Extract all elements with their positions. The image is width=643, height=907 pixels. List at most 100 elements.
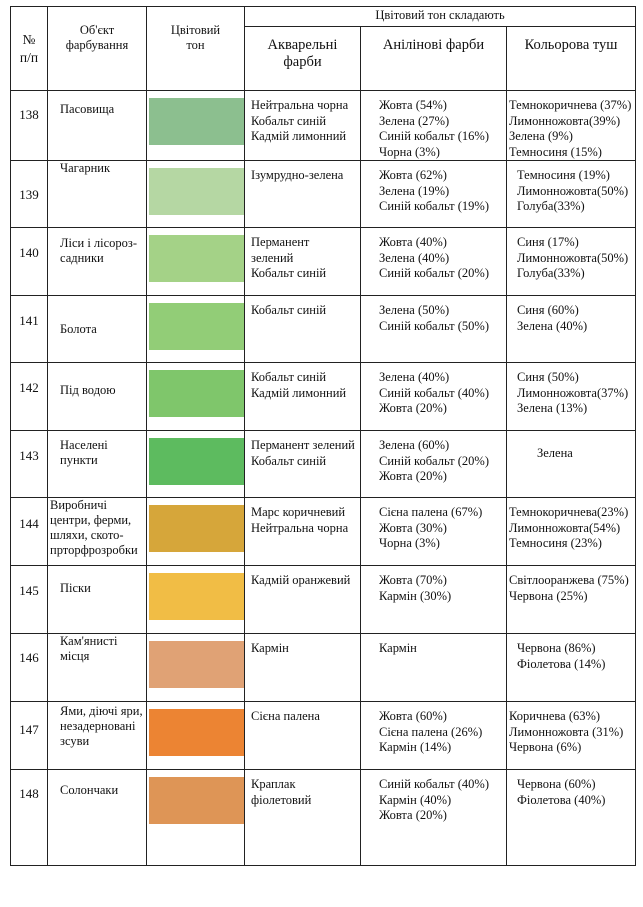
colored-ink-line: Червона (25%) <box>509 588 588 603</box>
aniline-paints: Зелена (40%) Синій кобальт (40%) Жовта (20… <box>360 362 507 431</box>
colored-ink-line: Фіолетова (40%) <box>517 792 606 807</box>
object-name: Солончаки <box>47 769 147 866</box>
object-name: Виробничі центри, ферми, шляхи, ското-прто… <box>47 497 147 566</box>
row-number: 138 <box>10 90 48 161</box>
watercolor-paint-line: Перманент <box>251 235 310 249</box>
aniline-paint-line: Жовта (40%) <box>379 235 447 249</box>
colored-inks: Коричнева (63%) Лимонножовта (31%) Червона… <box>505 701 637 770</box>
colored-inks: Червона (86%) Фіолетова (14%) <box>505 633 637 702</box>
object-name: Кам'янисті місця <box>47 633 147 702</box>
aniline-paint-line: Зелена (27%) <box>379 113 450 128</box>
aniline-paint-line: Зелена (50%) <box>379 303 450 317</box>
colored-inks: Темнокоричнева(23%) Лимонножовта(54%) Темн… <box>505 497 637 566</box>
aniline-paint-line: Кармін <box>379 641 417 655</box>
colored-ink-line: Червона (6%) <box>509 740 582 754</box>
watercolor-paints: Марс коричневий Нейтральна чорна <box>244 497 361 566</box>
watercolor-paint-line: Кобальт синій <box>251 113 327 128</box>
object-name-line: Населені <box>60 438 108 452</box>
aniline-paints: Кармін <box>360 633 507 702</box>
aniline-paint-line: Чорна (3%) <box>379 536 440 550</box>
aniline-paint-line: Синій кобальт (16%) <box>379 129 489 143</box>
header-object-line: Об'єкт <box>79 23 115 37</box>
object-name: Пасовища <box>47 90 147 161</box>
colored-inks: Темносиня (19%) Лимонножовта(50%) Голуба(3… <box>505 160 637 228</box>
watercolor-paint-line: Нейтральна чорна <box>251 520 349 535</box>
watercolor-paint-line: зелений <box>251 250 294 265</box>
color-swatch <box>149 168 244 215</box>
color-swatch <box>149 235 244 282</box>
watercolor-paint-line: Ізумрудно-зелена <box>251 168 344 182</box>
aniline-paint-line: Жовта (20%) <box>379 808 447 822</box>
watercolor-paint-line: Кадмій лимонний <box>251 129 347 143</box>
watercolor-paints: Сієна палена <box>244 701 361 770</box>
aniline-paint-line: Зелена (60%) <box>379 438 450 452</box>
aniline-paint-line: Жовта (30%) <box>379 520 447 535</box>
aniline-paints: Жовта (54%) Зелена (27%) Синій кобальт (16… <box>360 90 507 161</box>
object-name-line: Під водою <box>60 383 116 397</box>
header-object-line: фарбування <box>65 38 129 52</box>
watercolor-paints: Ізумрудно-зелена <box>244 160 361 228</box>
watercolor-paint-line: Сієна палена <box>251 709 320 723</box>
aniline-paints: Жовта (60%) Сієна палена (26%) Кармін (14%… <box>360 701 507 770</box>
watercolor-paints: Краплак фіолетовий <box>244 769 361 866</box>
row-number: 142 <box>10 362 48 431</box>
header-watercolor: Акварельні фарби <box>244 26 361 91</box>
object-name-line: місця <box>60 649 90 663</box>
aniline-paint-line: Жовта (60%) <box>379 709 447 723</box>
aniline-paints: Сієна палена (67%) Жовта (30%) Чорна (3%) <box>360 497 507 566</box>
colored-inks: Темнокоричнева (37%) Лимонножовта(39%) Зел… <box>505 90 637 161</box>
aniline-paint-line: Зелена (19%) <box>379 183 450 198</box>
table-row: 145 Піски Кадмій оранжевий Жовта (70%) Кармі… <box>10 565 637 634</box>
colored-inks: Світлооранжева (75%) Червона (25%) <box>505 565 637 634</box>
object-name-line: Кам'янисті <box>60 634 118 648</box>
object-name-line: Солончаки <box>60 783 119 797</box>
row-number: 141 <box>10 295 48 363</box>
row-number: 147 <box>10 701 48 770</box>
aniline-paint-line: Синій кобальт (19%) <box>379 199 489 213</box>
colored-ink-line: Голуба(33%) <box>517 266 585 280</box>
table-body: 138 Пасовища Нейтральна чорна Кобальт синій… <box>10 90 637 866</box>
color-swatch <box>149 641 244 688</box>
colored-ink-line: Лимонножовта(37%) <box>517 385 629 400</box>
aniline-paints: Синій кобальт (40%) Кармін (40%) Жовта (20… <box>360 769 507 866</box>
object-name-line: садники <box>60 251 104 265</box>
aniline-paint-line: Синій кобальт (40%) <box>379 777 489 791</box>
colored-ink-line: Синя (50%) <box>517 370 579 384</box>
colored-ink-line: Лимонножовта(39%) <box>509 113 621 128</box>
watercolor-paint-line: Нейтральна чорна <box>251 98 349 112</box>
row-number: 139 <box>10 160 48 228</box>
object-name-line: незадерновані <box>60 719 136 733</box>
object-name-line: Піски <box>60 581 91 595</box>
object-name-line: Ліси і лісороз- <box>60 236 138 250</box>
color-swatch-cell <box>146 227 245 296</box>
aniline-paints: Жовта (62%) Зелена (19%) Синій кобальт (19… <box>360 160 507 228</box>
color-swatch <box>149 505 244 552</box>
object-name: Ліси і лісороз-садники <box>47 227 147 296</box>
aniline-paints: Зелена (50%) Синій кобальт (50%) <box>360 295 507 363</box>
table-row: 138 Пасовища Нейтральна чорна Кобальт синій… <box>10 90 637 161</box>
table-row: 147 Ями, діючі яри, незадерновані зсуви Сієн… <box>10 701 637 770</box>
table-row: 148 Солончаки Краплак фіолетовий Синій кобал… <box>10 769 637 866</box>
colored-ink-line: Лимонножовта(50%) <box>517 250 629 265</box>
aniline-paints: Жовта (40%) Зелена (40%) Синій кобальт (20… <box>360 227 507 296</box>
color-swatch-cell <box>146 701 245 770</box>
aniline-paint-line: Кармін (14%) <box>379 740 452 754</box>
watercolor-paint-line: Кобальт синій <box>251 453 327 468</box>
colored-ink-line: Темнокоричнева(23%) <box>509 505 629 519</box>
color-swatch <box>149 98 244 145</box>
watercolor-paint-line: Кобальт синій <box>251 370 327 384</box>
aniline-paint-line: Жовта (20%) <box>379 401 447 415</box>
color-swatch <box>149 370 244 417</box>
watercolor-paint-line: Краплак <box>251 777 296 791</box>
watercolor-paint-line: Перманент зелений <box>251 438 355 452</box>
header-object: Об'єкт фарбування <box>47 6 147 91</box>
watercolor-paints: Кобальт синій Кадмій лимонний <box>244 362 361 431</box>
header-number-line: п/п <box>19 49 39 65</box>
aniline-paint-line: Синій кобальт (20%) <box>379 453 489 468</box>
colored-inks: Зелена <box>505 430 637 498</box>
watercolor-paints: Кадмій оранжевий <box>244 565 361 634</box>
aniline-paint-line: Чорна (3%) <box>379 144 440 159</box>
color-swatch-cell <box>146 160 245 228</box>
colored-ink-line: Зелена (40%) <box>517 318 588 333</box>
colored-ink-line: Голуба(33%) <box>517 199 585 213</box>
